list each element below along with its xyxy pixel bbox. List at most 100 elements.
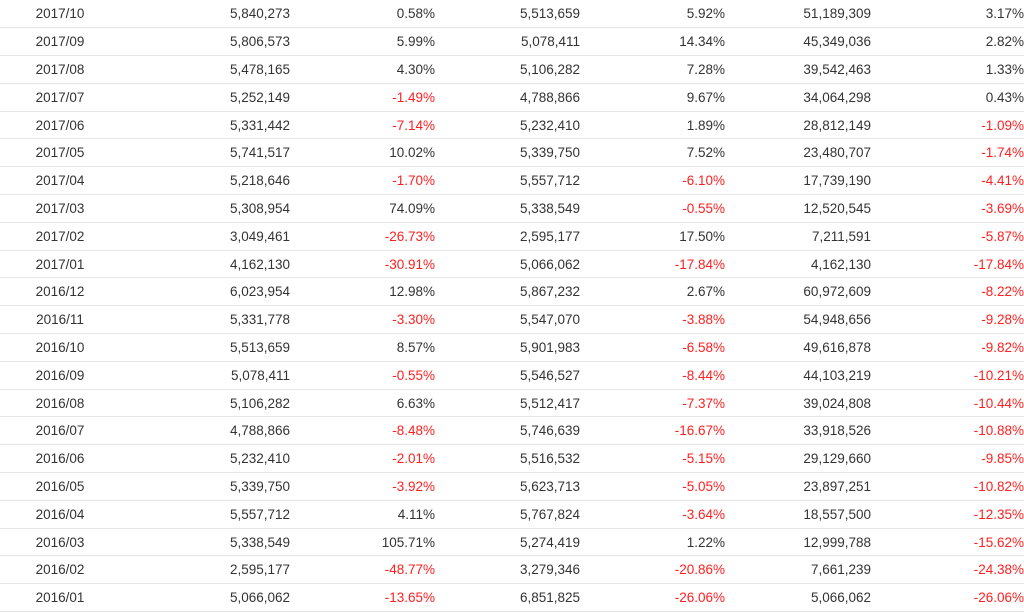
period-cell: 2017/04 xyxy=(35,173,85,189)
percent-cell: 1.33% xyxy=(985,61,1024,77)
table-row: 2016/03 5,338,549 105.71% 5,274,419 1.22% 12,… xyxy=(0,528,1024,556)
value-cell: 2,595,177 xyxy=(229,562,290,578)
value-cell: 5,513,659 xyxy=(229,339,290,355)
percent-cell: -26.06% xyxy=(973,590,1024,606)
period-cell: 2016/04 xyxy=(35,506,85,522)
value-cell: 5,066,062 xyxy=(229,590,290,606)
percent-cell: -0.55% xyxy=(392,367,435,383)
percent-cell: -17.84% xyxy=(973,256,1024,272)
percent-cell: -24.38% xyxy=(973,562,1024,578)
percent-cell: -3.30% xyxy=(392,312,435,328)
value-cell: 5,308,954 xyxy=(229,200,290,216)
percent-cell: -7.37% xyxy=(682,395,725,411)
percent-cell: -30.91% xyxy=(384,256,435,272)
period-cell: 2017/05 xyxy=(35,145,85,161)
percent-cell: 105.71% xyxy=(381,534,435,550)
value-cell: 3,049,461 xyxy=(229,228,290,244)
value-cell: 6,023,954 xyxy=(229,284,290,300)
percent-cell: 0.43% xyxy=(985,89,1024,105)
table-row: 2016/10 5,513,659 8.57% 5,901,983 -6.58% 49,6… xyxy=(0,334,1024,362)
value-cell: 5,516,532 xyxy=(519,451,580,467)
period-cell: 2017/08 xyxy=(35,61,85,77)
percent-cell: -8.22% xyxy=(981,284,1024,300)
value-cell: 5,557,712 xyxy=(229,506,290,522)
value-cell: 12,520,545 xyxy=(803,200,871,216)
percent-cell: -8.48% xyxy=(392,423,435,439)
value-cell: 17,739,190 xyxy=(803,173,871,189)
percent-cell: -10.44% xyxy=(973,395,1024,411)
percent-cell: -5.15% xyxy=(682,451,725,467)
value-cell: 5,512,417 xyxy=(519,395,580,411)
percent-cell: -12.35% xyxy=(973,506,1024,522)
table-row: 2017/04 5,218,646 -1.70% 5,557,712 -6.10% 17,… xyxy=(0,167,1024,195)
value-cell: 5,106,282 xyxy=(519,61,580,77)
value-cell: 4,788,866 xyxy=(519,89,580,105)
period-cell: 2016/11 xyxy=(36,312,84,328)
percent-cell: -9.82% xyxy=(981,339,1024,355)
value-cell: 5,232,410 xyxy=(229,451,290,467)
percent-cell: -1.49% xyxy=(392,89,435,105)
value-cell: 4,162,130 xyxy=(229,256,290,272)
value-cell: 51,189,309 xyxy=(803,6,871,22)
period-cell: 2017/07 xyxy=(35,89,85,105)
value-cell: 60,972,609 xyxy=(803,284,871,300)
value-cell: 5,331,442 xyxy=(229,117,290,133)
value-cell: 39,542,463 xyxy=(803,61,871,77)
percent-cell: -5.87% xyxy=(981,228,1024,244)
table-row: 2017/09 5,806,573 5.99% 5,078,411 14.34% 45,3… xyxy=(0,28,1024,56)
table-row: 2016/05 5,339,750 -3.92% 5,623,713 -5.05% 23,… xyxy=(0,473,1024,501)
value-cell: 5,106,282 xyxy=(229,395,290,411)
percent-cell: -10.82% xyxy=(973,478,1024,494)
percent-cell: -10.21% xyxy=(973,367,1024,383)
percent-cell: 2.82% xyxy=(985,34,1024,50)
percent-cell: -1.09% xyxy=(981,117,1024,133)
percent-cell: -9.28% xyxy=(981,312,1024,328)
table-row: 2017/03 5,308,954 74.09% 5,338,549 -0.55% 12,… xyxy=(0,195,1024,223)
percent-cell: 1.89% xyxy=(686,117,725,133)
percent-cell: 9.67% xyxy=(686,89,725,105)
table-row: 2016/11 5,331,778 -3.30% 5,547,070 -3.88% 54,… xyxy=(0,306,1024,334)
percent-cell: -0.55% xyxy=(682,200,725,216)
percent-cell: -20.86% xyxy=(674,562,725,578)
value-cell: 4,788,866 xyxy=(229,423,290,439)
table-row: 2016/02 2,595,177 -48.77% 3,279,346 -20.86% 7… xyxy=(0,556,1024,584)
value-cell: 5,746,639 xyxy=(519,423,580,439)
percent-cell: -48.77% xyxy=(384,562,435,578)
value-cell: 7,661,239 xyxy=(810,562,871,578)
value-cell: 5,252,149 xyxy=(229,89,290,105)
value-cell: 5,840,273 xyxy=(229,6,290,22)
value-cell: 5,767,824 xyxy=(519,506,580,522)
period-cell: 2016/08 xyxy=(35,395,85,411)
period-cell: 2016/12 xyxy=(35,284,85,300)
percent-cell: -6.58% xyxy=(682,339,725,355)
percent-cell: -1.70% xyxy=(392,173,435,189)
percent-cell: -5.05% xyxy=(682,478,725,494)
value-cell: 12,999,788 xyxy=(803,534,871,550)
percent-cell: 14.34% xyxy=(679,34,725,50)
value-cell: 5,338,549 xyxy=(229,534,290,550)
value-cell: 3,279,346 xyxy=(519,562,580,578)
percent-cell: -3.69% xyxy=(981,200,1024,216)
percent-cell: -17.84% xyxy=(674,256,725,272)
percent-cell: 6.63% xyxy=(396,395,435,411)
value-cell: 5,338,549 xyxy=(519,200,580,216)
value-cell: 6,851,825 xyxy=(519,590,580,606)
period-cell: 2016/10 xyxy=(35,339,85,355)
percent-cell: -15.62% xyxy=(973,534,1024,550)
percent-cell: 7.28% xyxy=(686,61,725,77)
value-cell: 5,078,411 xyxy=(520,34,580,50)
table-row: 2016/12 6,023,954 12.98% 5,867,232 2.67% 60,9… xyxy=(0,278,1024,306)
percent-cell: -10.88% xyxy=(973,423,1024,439)
period-cell: 2016/01 xyxy=(35,590,85,606)
percent-cell: 12.98% xyxy=(389,284,435,300)
value-cell: 5,547,070 xyxy=(519,312,580,328)
value-cell: 49,616,878 xyxy=(803,339,871,355)
percent-cell: 4.11% xyxy=(397,506,435,522)
percent-cell: 5.99% xyxy=(396,34,435,50)
percent-cell: 2.67% xyxy=(686,284,725,300)
percent-cell: -2.01% xyxy=(392,451,435,467)
value-cell: 39,024,808 xyxy=(803,395,871,411)
percent-cell: -3.92% xyxy=(392,478,435,494)
value-cell: 4,162,130 xyxy=(810,256,871,272)
